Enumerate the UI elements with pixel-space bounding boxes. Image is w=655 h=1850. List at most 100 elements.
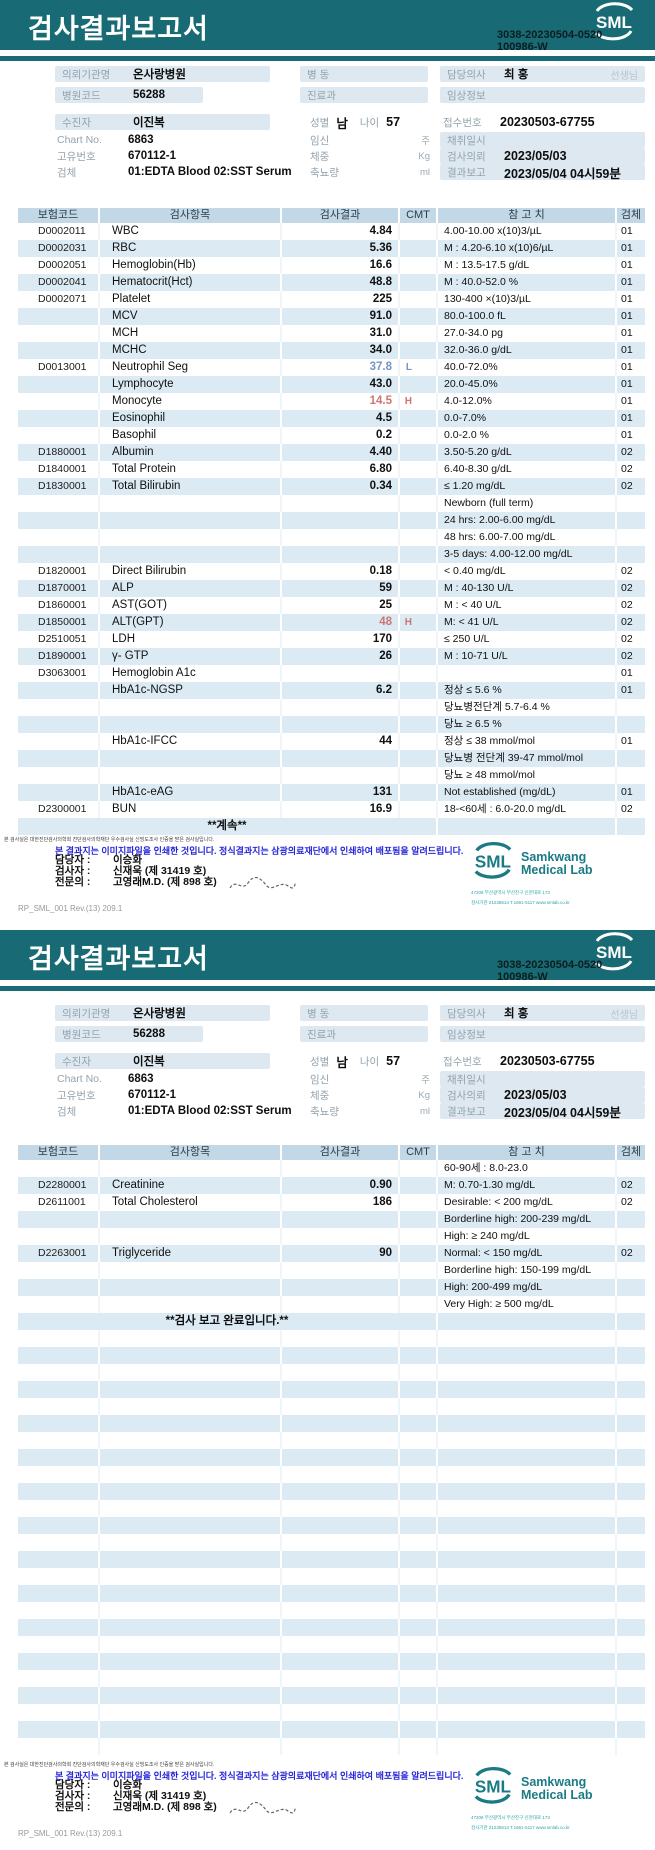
table-cell: [282, 1432, 400, 1449]
report-serial: 3038-20230504-0520 100986-W: [497, 959, 647, 983]
table-cell: D0002041: [18, 274, 100, 291]
table-cell: [282, 1534, 400, 1551]
table-cell: AST(GOT): [100, 597, 282, 614]
table-cell: [400, 1364, 438, 1381]
table-cell: 4.00-10.00 x(10)3/µL: [438, 223, 617, 240]
table-cell: [18, 716, 100, 733]
table-cell: [100, 1585, 282, 1602]
table-cell: [400, 1483, 438, 1500]
field-order-date: 검사의뢰 2023/05/03: [440, 1087, 645, 1103]
table-cell: [18, 308, 100, 325]
table-row: High: ≥ 240 mg/dL: [18, 1228, 645, 1245]
table-cell: 48 H: [282, 614, 412, 631]
sml-address: 47206 부산광역시 부산진구 신천대로 173: [471, 1815, 550, 1820]
table-cell: [617, 1619, 645, 1636]
field-value: 20230503-67755: [500, 1054, 595, 1068]
field-chart-no: Chart No. 6863: [57, 1071, 154, 1087]
table-cell: [18, 1211, 100, 1228]
table-row: 당뇨 ≥ 48 mmol/mol: [18, 767, 645, 784]
table-cell: 01: [617, 274, 645, 291]
table-cell: [617, 1687, 645, 1704]
table-cell: [18, 410, 100, 427]
table-cell: 48.8: [282, 274, 400, 291]
table-cell: [617, 1551, 645, 1568]
table-cell: BUN: [100, 801, 282, 818]
table-cell: D0002011: [18, 223, 100, 240]
table-cell: [617, 1500, 645, 1517]
table-row: **검사 보고 완료입니다.**: [18, 1313, 645, 1330]
table-row: 당뇨병전단계 5.7-6.4 %: [18, 699, 645, 716]
table-row: [18, 1602, 645, 1619]
table-cell: [282, 1551, 400, 1568]
staff-block: 담당자 : 이승화 검사자 : 신재욱 (제 31419 호) 전문의 : 고영…: [55, 1780, 217, 1813]
table-row: 48 hrs: 6.00-7.00 mg/dL: [18, 529, 645, 546]
table-cell: D1860001: [18, 597, 100, 614]
table-cell: [617, 1398, 645, 1415]
table-row: [18, 1653, 645, 1670]
sml-lab-name: Samkwang Medical Lab: [521, 850, 593, 877]
table-cell: [282, 1228, 400, 1245]
table-cell: [100, 495, 282, 512]
field-pregnancy: 임신 주: [310, 1071, 430, 1087]
table-cell: [617, 1585, 645, 1602]
table-cell: [18, 1279, 100, 1296]
table-cell: 0.18: [282, 563, 400, 580]
field-label: 축뇨량: [310, 1105, 339, 1118]
signature-scribble: [228, 874, 298, 901]
table-cell: [400, 223, 438, 240]
svg-text:SML: SML: [596, 943, 632, 962]
field-label: 수진자: [62, 116, 91, 129]
table-row: D1870001 ALP 59 M : 40-130 U/L 02: [18, 580, 645, 597]
table-cell: [18, 1585, 100, 1602]
report-footer: 본 검사실은 대한진단검사의학회 진단검사의학재단 우수검사실 신빙도조사 인증…: [0, 1761, 655, 1850]
table-cell: [282, 1415, 400, 1432]
table-cell: [438, 1704, 617, 1721]
field-value: 20230503-67755: [500, 115, 595, 129]
column-header: CMT: [400, 1145, 438, 1160]
table-cell: [100, 1636, 282, 1653]
table-row: D1860001 AST(GOT) 25 M : < 40 U/L 02: [18, 597, 645, 614]
table-cell: [617, 1347, 645, 1364]
table-cell: M: < 41 U/L: [438, 614, 617, 631]
table-row: Newborn (full term): [18, 495, 645, 512]
table-cell: 01: [621, 259, 633, 271]
table-cell: 01: [617, 376, 645, 393]
banner-divider: [0, 986, 655, 991]
table-row: Lymphocyte 43.0 20.0-45.0% 01: [18, 376, 645, 393]
table-cell: Basophil: [100, 427, 282, 444]
table-cell: [400, 257, 438, 274]
table-cell: [18, 1619, 100, 1636]
table-cell: [100, 1211, 282, 1228]
table-cell: D0002051: [18, 257, 100, 274]
table-cell: [18, 767, 100, 784]
table-cell: MCHC: [100, 342, 282, 359]
table-cell: HbA1c-IFCC: [100, 733, 282, 750]
table-cell: [18, 1670, 100, 1687]
table-cell: D0013001: [18, 359, 100, 376]
field-label: 임상정보: [447, 1028, 486, 1041]
table-cell: MCH: [100, 325, 282, 342]
field-value: 온사랑병원: [133, 69, 186, 81]
table-cell: LDH: [100, 631, 282, 648]
table-cell: [18, 512, 100, 529]
table-cell: [617, 529, 645, 546]
table-cell: [18, 1330, 100, 1347]
field-value: 57: [386, 115, 401, 129]
table-cell: Hemoglobin A1c: [100, 665, 282, 682]
column-header: 검사결과: [282, 208, 400, 223]
table-cell: [617, 1262, 645, 1279]
sml-logo-teal-icon: SML: [467, 1766, 517, 1811]
table-cell: [400, 1738, 438, 1755]
table-cell: [617, 716, 645, 733]
table-cell: [18, 1466, 100, 1483]
table-row: D2263001 Triglyceride 90 Normal: < 150 mg/d…: [18, 1245, 645, 1262]
table-cell: [400, 733, 438, 750]
field-ward: 병 동: [300, 1005, 428, 1021]
table-cell: [438, 1585, 617, 1602]
table-cell: [18, 1296, 100, 1313]
table-cell: [282, 1653, 400, 1670]
table-row: [18, 1466, 645, 1483]
table-cell: [617, 1568, 645, 1585]
field-request-org: 의뢰기관명 온사랑병원: [55, 1005, 270, 1021]
table-cell: 59: [282, 580, 400, 597]
